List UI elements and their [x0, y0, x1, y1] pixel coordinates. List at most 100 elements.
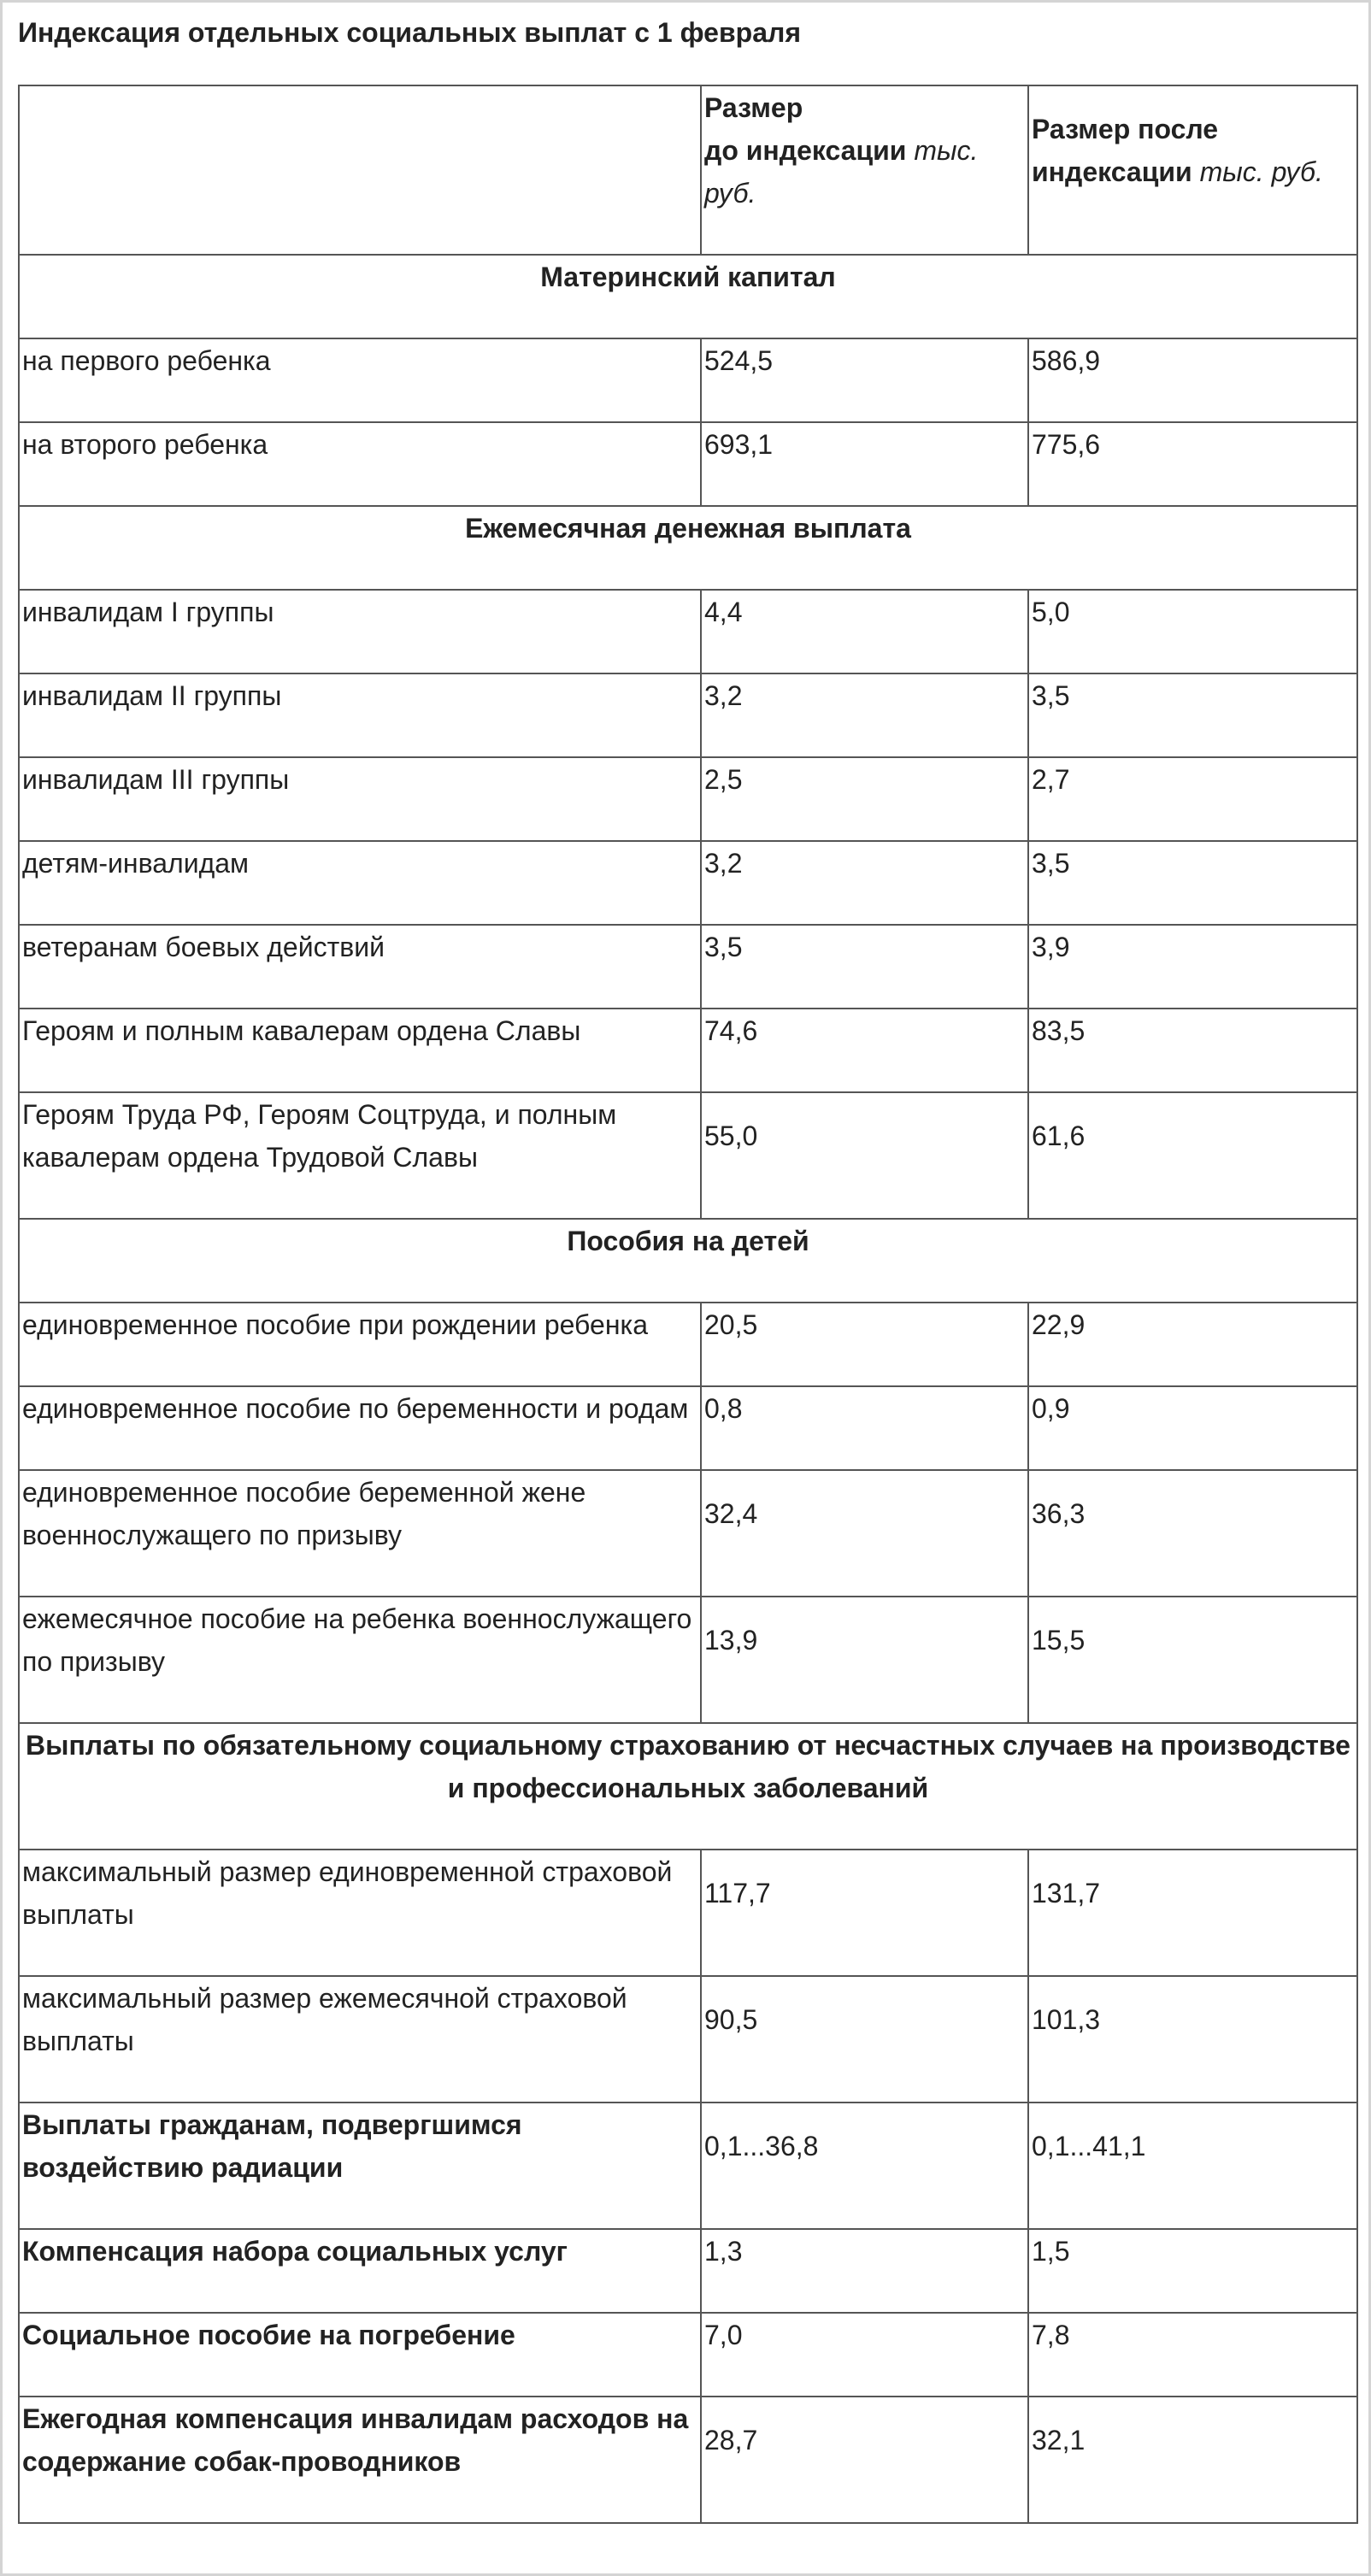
row-label-cell: детям-инвалидам: [18, 840, 702, 926]
value-before: 13,9: [704, 1625, 758, 1656]
row-label: единовременное пособие беременной жене в…: [22, 1477, 586, 1550]
value-before: 1,3: [704, 2236, 743, 2267]
section-title: Выплаты по обязательному социальному стр…: [26, 1730, 1350, 1803]
value-after-cell: 131,7: [1027, 1849, 1358, 1977]
section-title-cell: Пособия на детей: [18, 1218, 1358, 1303]
value-after: 0,9: [1032, 1393, 1070, 1424]
section-header-row: Выплаты по обязательному социальному стр…: [18, 1722, 1358, 1850]
value-after-cell: 0,9: [1027, 1385, 1358, 1471]
value-before: 3,5: [704, 932, 743, 962]
table-row: инвалидам I группы 4,4 5,0: [18, 589, 1358, 674]
header-before-label: Размер: [704, 92, 803, 123]
row-label-cell: единовременное пособие по беременности и…: [18, 1385, 702, 1471]
table-row: ветеранам боевых действий 3,5 3,9: [18, 924, 1358, 1009]
header-after-unit: тыс. руб.: [1199, 156, 1323, 187]
row-label: единовременное пособие при рождении ребе…: [22, 1309, 648, 1340]
value-after: 3,5: [1032, 848, 1070, 879]
section-title-cell: Выплаты по обязательному социальному стр…: [18, 1722, 1358, 1850]
row-label-cell: ежемесячное пособие на ребенка военнослу…: [18, 1596, 702, 1724]
value-after: 32,1: [1032, 2425, 1086, 2455]
row-label-cell: Выплаты гражданам, подвергшимся воздейст…: [18, 2102, 702, 2230]
table-row: Компенсация набора социальных услуг 1,3 1,…: [18, 2228, 1358, 2314]
table-row: Героям Труда РФ, Героям Соцтруда, и полн…: [18, 1091, 1358, 1220]
value-before: 3,2: [704, 848, 743, 879]
section-title-cell: Ежемесячная денежная выплата: [18, 505, 1358, 591]
value-before: 7,0: [704, 2320, 743, 2350]
value-before-cell: 90,5: [700, 1975, 1029, 2103]
row-label-cell: на второго ребенка: [18, 421, 702, 507]
row-label: ветеранам боевых действий: [22, 932, 385, 962]
value-after: 0,1...41,1: [1032, 2131, 1146, 2161]
row-label: Выплаты гражданам, подвергшимся воздейст…: [22, 2109, 522, 2183]
row-label-cell: единовременное пособие при рождении ребе…: [18, 1302, 702, 1387]
value-after-cell: 3,9: [1027, 924, 1358, 1009]
value-before-cell: 117,7: [700, 1849, 1029, 1977]
table-row: единовременное пособие беременной жене в…: [18, 1469, 1358, 1597]
value-before: 2,5: [704, 764, 743, 795]
table-row: на второго ребенка 693,1 775,6: [18, 421, 1358, 507]
row-label-cell: максимальный размер единовременной страх…: [18, 1849, 702, 1977]
value-after-cell: 101,3: [1027, 1975, 1358, 2103]
value-before: 0,1...36,8: [704, 2131, 819, 2161]
row-label-cell: Героям Труда РФ, Героям Соцтруда, и полн…: [18, 1091, 702, 1220]
row-label-cell: Героям и полным кавалерам ордена Славы: [18, 1008, 702, 1093]
table-row: детям-инвалидам 3,2 3,5: [18, 840, 1358, 926]
row-label-cell: единовременное пособие беременной жене в…: [18, 1469, 702, 1597]
value-after-cell: 22,9: [1027, 1302, 1358, 1387]
value-after-cell: 61,6: [1027, 1091, 1358, 1220]
table-row: на первого ребенка 524,5 586,9: [18, 338, 1358, 423]
value-after: 2,7: [1032, 764, 1070, 795]
row-label-cell: ветеранам боевых действий: [18, 924, 702, 1009]
row-label-cell: инвалидам I группы: [18, 589, 702, 674]
value-before: 32,4: [704, 1498, 758, 1529]
value-after: 1,5: [1032, 2236, 1070, 2267]
value-after: 131,7: [1032, 1878, 1101, 1908]
value-before: 90,5: [704, 2004, 758, 2035]
table-row: Ежегодная компенсация инвалидам расходов…: [18, 2396, 1358, 2524]
row-label: максимальный размер ежемесячной страхово…: [22, 1983, 627, 2056]
section-header-row: Ежемесячная денежная выплата: [18, 505, 1358, 591]
value-before: 20,5: [704, 1309, 758, 1340]
header-empty-cell: [18, 85, 702, 256]
table-row: максимальный размер единовременной страх…: [18, 1849, 1358, 1977]
value-before-cell: 1,3: [700, 2228, 1029, 2314]
row-label: единовременное пособие по беременности и…: [22, 1393, 689, 1424]
header-before: Размер до индексации тыс. руб.: [700, 85, 1029, 256]
table-row: Героям и полным кавалерам ордена Славы 74…: [18, 1008, 1358, 1093]
row-label: на второго ребенка: [22, 429, 268, 460]
row-label: Героям Труда РФ, Героям Соцтруда, и полн…: [22, 1099, 617, 1173]
table-row: единовременное пособие при рождении ребе…: [18, 1302, 1358, 1387]
value-after-cell: 2,7: [1027, 756, 1358, 842]
header-before-unit: тыс. руб.: [704, 135, 979, 209]
value-after: 83,5: [1032, 1015, 1086, 1046]
row-label: максимальный размер единовременной страх…: [22, 1856, 673, 1930]
value-before: 0,8: [704, 1393, 743, 1424]
value-before-cell: 2,5: [700, 756, 1029, 842]
value-after-cell: 3,5: [1027, 840, 1358, 926]
row-label: ежемесячное пособие на ребенка военнослу…: [22, 1603, 692, 1677]
row-label-cell: максимальный размер ежемесячной страхово…: [18, 1975, 702, 2103]
value-before-cell: 28,7: [700, 2396, 1029, 2524]
value-after: 101,3: [1032, 2004, 1101, 2035]
value-before-cell: 3,2: [700, 673, 1029, 758]
section-header-row: Материнский капитал: [18, 254, 1358, 339]
value-after-cell: 0,1...41,1: [1027, 2102, 1358, 2230]
row-label: Ежегодная компенсация инвалидам расходов…: [22, 2403, 689, 2477]
value-before: 693,1: [704, 429, 774, 460]
value-after: 5,0: [1032, 597, 1070, 627]
value-before-cell: 3,5: [700, 924, 1029, 1009]
value-before: 55,0: [704, 1120, 758, 1151]
table-row: максимальный размер ежемесячной страхово…: [18, 1975, 1358, 2103]
row-label-cell: на первого ребенка: [18, 338, 702, 423]
page-title: Индексация отдельных социальных выплат с…: [18, 17, 801, 48]
row-label-cell: Ежегодная компенсация инвалидам расходов…: [18, 2396, 702, 2524]
table-header-row: Размер до индексации тыс. руб. Размер пос…: [18, 85, 1358, 256]
value-before-cell: 55,0: [700, 1091, 1029, 1220]
header-after-label: Размер после индексации: [1032, 114, 1219, 187]
value-after: 775,6: [1032, 429, 1101, 460]
row-label: инвалидам II группы: [22, 680, 282, 711]
value-after: 3,9: [1032, 932, 1070, 962]
value-after-cell: 775,6: [1027, 421, 1358, 507]
value-after: 15,5: [1032, 1625, 1086, 1656]
value-before: 74,6: [704, 1015, 758, 1046]
